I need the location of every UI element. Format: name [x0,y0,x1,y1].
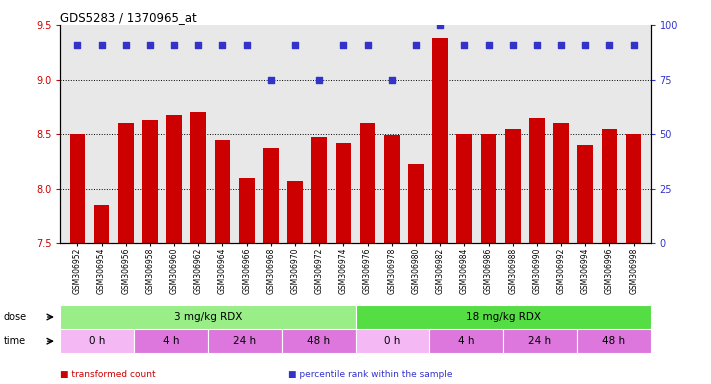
Point [338,41,349,48]
Point [289,41,301,48]
Bar [456,134,472,243]
Bar [311,137,327,243]
Point [265,76,277,83]
Text: 3 mg/kg RDX: 3 mg/kg RDX [173,312,242,322]
Text: 48 h: 48 h [307,336,330,346]
Text: 0 h: 0 h [89,336,105,346]
Bar [60,305,356,329]
Bar [118,123,134,243]
Bar [577,329,651,353]
Text: ■ percentile rank within the sample: ■ percentile rank within the sample [288,370,452,379]
Point [241,41,252,48]
Point [483,41,494,48]
Point [362,41,373,48]
Bar [505,129,520,243]
Point [144,41,156,48]
Point [169,41,180,48]
Bar [481,134,496,243]
Bar [215,140,230,243]
Text: 24 h: 24 h [233,336,257,346]
Bar [553,123,569,243]
Bar [602,129,617,243]
Point [386,76,397,83]
Bar [503,329,577,353]
Bar [356,329,429,353]
Text: 18 mg/kg RDX: 18 mg/kg RDX [466,312,540,322]
Bar [166,114,182,243]
Text: 48 h: 48 h [602,336,625,346]
Text: 4 h: 4 h [458,336,474,346]
Bar [432,38,448,243]
Point [579,41,591,48]
Point [217,41,228,48]
Point [120,41,132,48]
Bar [626,134,641,243]
Text: dose: dose [4,312,27,322]
Bar [142,120,158,243]
Bar [94,205,109,243]
Text: 0 h: 0 h [384,336,400,346]
Bar [356,305,651,329]
Text: ■ transformed count: ■ transformed count [60,370,156,379]
Bar [134,329,208,353]
Bar [239,178,255,243]
Point [314,76,325,83]
Point [410,41,422,48]
Bar [336,143,351,243]
Point [434,22,446,28]
Text: 24 h: 24 h [528,336,552,346]
Bar [529,118,545,243]
Bar [282,329,356,353]
Bar [429,329,503,353]
Bar [408,164,424,243]
Text: 4 h: 4 h [163,336,179,346]
Bar [70,134,85,243]
Bar [360,123,375,243]
Bar [191,113,206,243]
Point [507,41,518,48]
Bar [263,148,279,243]
Point [531,41,542,48]
Text: GDS5283 / 1370965_at: GDS5283 / 1370965_at [60,11,197,24]
Text: time: time [4,336,26,346]
Point [96,41,107,48]
Bar [577,145,593,243]
Point [628,41,639,48]
Point [604,41,615,48]
Point [193,41,204,48]
Point [459,41,470,48]
Bar [60,329,134,353]
Bar [287,181,303,243]
Point [72,41,83,48]
Point [555,41,567,48]
Bar [208,329,282,353]
Bar [384,135,400,243]
